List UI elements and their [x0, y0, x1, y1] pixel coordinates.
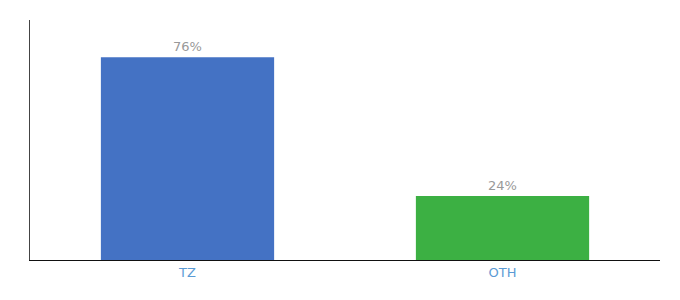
svg-text:76%: 76%: [173, 39, 202, 54]
svg-text:24%: 24%: [488, 178, 517, 193]
svg-text:TZ: TZ: [178, 265, 196, 280]
svg-text:OTH: OTH: [489, 265, 517, 280]
